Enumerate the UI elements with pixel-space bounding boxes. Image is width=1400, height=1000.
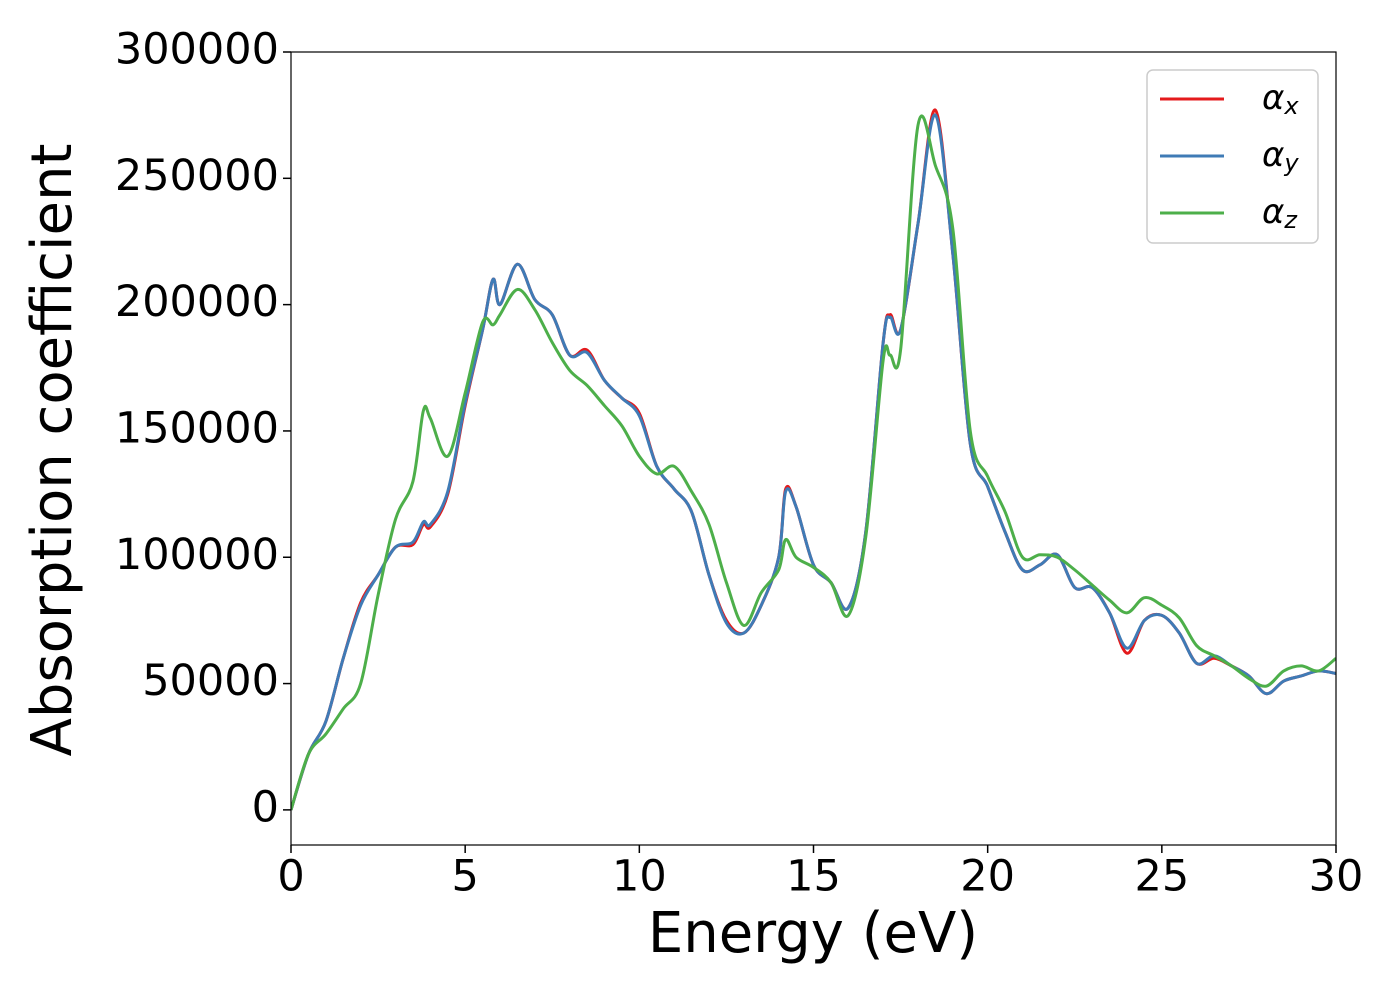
legend-box [1146, 69, 1319, 244]
x-tick-label: 0 [277, 852, 304, 902]
x-tick-label: 20 [960, 852, 1015, 902]
y-tick-label: 150000 [115, 403, 279, 453]
legend-label: αy [1262, 135, 1299, 178]
y-axis-label: Absorption coefficient [20, 144, 85, 757]
plot-frame [290, 51, 1337, 846]
legend-label: αz [1262, 192, 1298, 235]
y-tick-label: 100000 [115, 530, 279, 580]
data-line [291, 113, 1336, 811]
x-tick-label: 25 [1134, 852, 1189, 902]
legend-label: αx [1262, 78, 1299, 121]
y-tick-label: 200000 [115, 277, 279, 327]
y-tick-label: 300000 [115, 25, 279, 75]
y-tick-label: 250000 [115, 151, 279, 201]
x-axis-label: Energy (eV) [648, 901, 978, 966]
x-tick-label: 5 [451, 852, 478, 902]
x-tick-label: 15 [786, 852, 841, 902]
x-tick-label: 10 [612, 852, 667, 902]
y-tick-label: 0 [252, 782, 279, 832]
data-line [291, 114, 1336, 811]
x-tick-label: 30 [1309, 852, 1364, 902]
y-tick-label: 50000 [142, 656, 279, 706]
